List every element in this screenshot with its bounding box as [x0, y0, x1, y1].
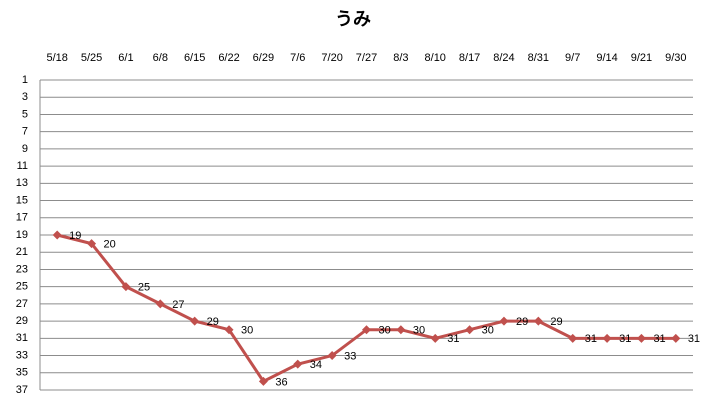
data-label: 29	[207, 316, 219, 328]
x-tick-label: 8/31	[528, 52, 549, 64]
data-label: 20	[104, 239, 116, 251]
x-tick-label: 6/29	[253, 52, 274, 64]
point	[602, 333, 612, 343]
data-label: 30	[241, 325, 253, 337]
y-tick-label: 25	[16, 281, 28, 293]
y-tick-label: 21	[16, 246, 28, 258]
data-label: 31	[447, 333, 459, 345]
x-tick-label: 7/27	[356, 52, 377, 64]
y-tick-label: 5	[22, 108, 28, 120]
point	[499, 316, 509, 326]
y-tick-label: 3	[22, 91, 28, 103]
data-label: 19	[69, 230, 81, 242]
y-tick-label: 31	[16, 332, 28, 344]
point	[293, 359, 303, 369]
y-tick-label: 7	[22, 126, 28, 138]
x-tick-label: 6/15	[184, 52, 205, 64]
y-tick-label: 29	[16, 315, 28, 327]
point	[430, 333, 440, 343]
y-tick-label: 37	[16, 384, 28, 396]
point	[568, 333, 578, 343]
point	[52, 230, 62, 240]
x-tick-label: 9/14	[596, 52, 617, 64]
point	[671, 333, 681, 343]
x-tick-label: 5/18	[46, 52, 67, 64]
point	[396, 325, 406, 335]
data-label: 36	[275, 376, 287, 388]
data-label: 33	[344, 350, 356, 362]
y-tick-label: 1	[22, 74, 28, 86]
x-tick-label: 6/22	[218, 52, 239, 64]
x-tick-label: 5/25	[81, 52, 102, 64]
x-tick-label: 9/7	[565, 52, 580, 64]
y-tick-label: 35	[16, 367, 28, 379]
data-label: 34	[310, 359, 322, 371]
point	[533, 316, 543, 326]
x-tick-label: 9/21	[631, 52, 652, 64]
chart-title: うみ	[335, 9, 371, 29]
point	[258, 376, 268, 386]
data-label: 30	[482, 325, 494, 337]
data-label: 31	[619, 333, 631, 345]
data-label: 29	[550, 316, 562, 328]
x-tick-label: 8/3	[393, 52, 408, 64]
data-label: 27	[172, 299, 184, 311]
x-tick-label: 9/30	[665, 52, 686, 64]
data-label: 31	[653, 333, 665, 345]
data-label: 30	[379, 325, 391, 337]
x-tick-label: 8/17	[459, 52, 480, 64]
point	[636, 333, 646, 343]
y-tick-label: 17	[16, 212, 28, 224]
y-tick-label: 9	[22, 143, 28, 155]
y-tick-label: 33	[16, 349, 28, 361]
data-label: 29	[516, 316, 528, 328]
point	[465, 325, 475, 335]
y-tick-label: 13	[16, 177, 28, 189]
x-tick-label: 7/6	[290, 52, 305, 64]
data-label: 25	[138, 282, 150, 294]
point	[155, 299, 165, 309]
point	[327, 351, 337, 361]
y-tick-label: 19	[16, 229, 28, 241]
x-tick-label: 8/10	[425, 52, 446, 64]
point	[224, 325, 234, 335]
data-label: 30	[413, 325, 425, 337]
point	[190, 316, 200, 326]
y-tick-label: 23	[16, 263, 28, 275]
y-tick-label: 15	[16, 194, 28, 206]
point	[121, 282, 131, 292]
x-tick-label: 6/8	[153, 52, 168, 64]
x-tick-label: 6/1	[118, 52, 133, 64]
y-tick-label: 11	[17, 160, 28, 172]
data-label: 31	[585, 333, 597, 345]
y-tick-label: 27	[16, 298, 28, 310]
point	[87, 239, 97, 249]
data-label: 31	[688, 333, 700, 345]
x-tick-label: 7/20	[321, 52, 342, 64]
x-tick-label: 8/24	[493, 52, 514, 64]
point	[362, 325, 371, 335]
